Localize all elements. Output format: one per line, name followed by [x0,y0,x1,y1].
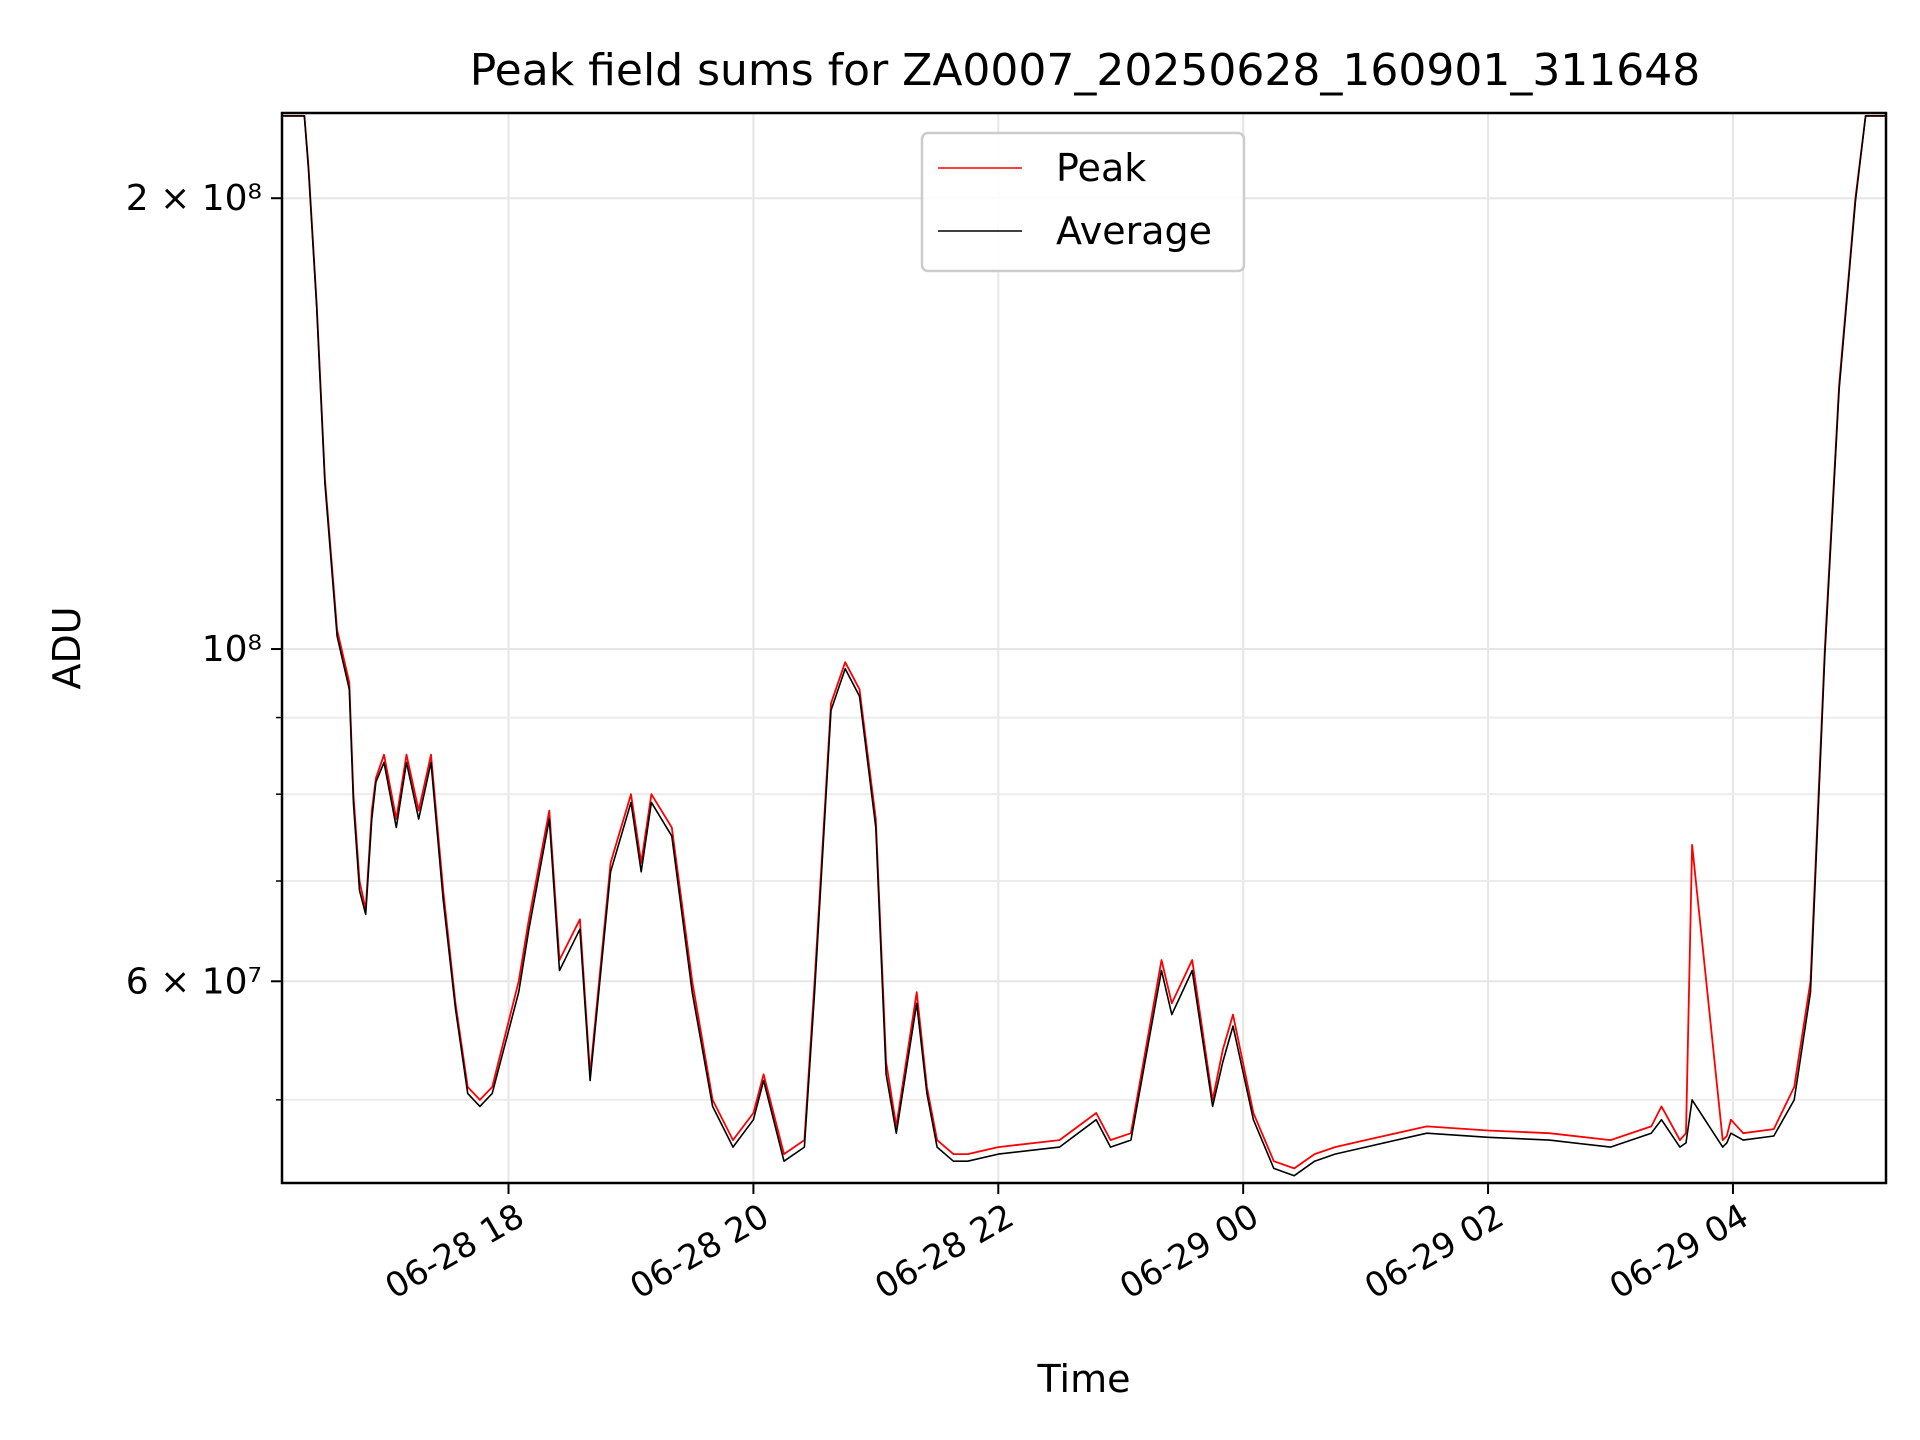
series-line-average [282,115,1886,1177]
plot-area [282,115,1886,1177]
y-tick-label: 6 × 10⁷ [126,961,262,1002]
y-tick-label: 10⁸ [202,629,262,670]
grid-lines [282,113,1886,1183]
legend-label-peak: Peak [1056,146,1146,190]
legend: Peak Average [920,131,1246,273]
y-tick-label: 2 × 10⁸ [126,178,262,219]
axes-frame [280,111,1888,1185]
y-axis-label: ADU [45,606,89,689]
chart-title: Peak field sums for ZA0007_20250628_1609… [470,45,1701,96]
series-layer [282,115,1886,1177]
x-axis-label: Time [1037,1357,1131,1401]
y-axis-ticks: 2 × 10⁸ 10⁸ 6 × 10⁷ [126,178,282,1101]
legend-label-average: Average [1056,209,1212,253]
